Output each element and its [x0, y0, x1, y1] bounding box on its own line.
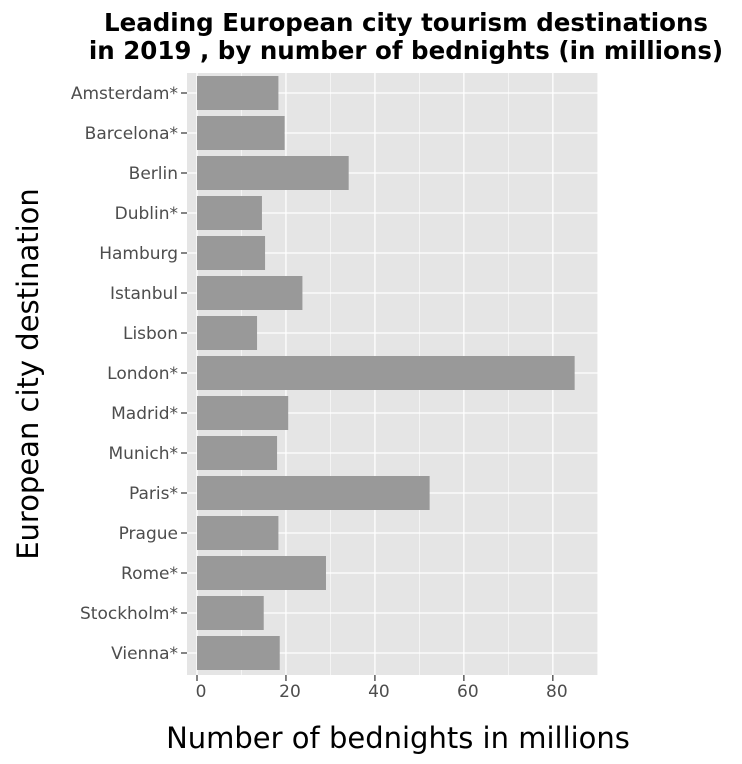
x-tick-label: 80	[546, 682, 568, 702]
y-tick-label: Munich*	[108, 444, 178, 464]
y-tick-label: Dublin*	[115, 204, 178, 224]
y-axis: Amsterdam* Barcelona* Berlin Dublin* Hamburg…	[71, 84, 187, 664]
y-tick-label: Stockholm*	[80, 604, 178, 624]
bar-dublin	[197, 196, 262, 230]
y-tick-label: Vienna*	[111, 644, 178, 664]
x-tick-label: 0	[196, 682, 207, 702]
bar-rome	[197, 556, 326, 590]
y-tick-label: Lisbon	[123, 324, 178, 344]
x-tick-label: 60	[457, 682, 479, 702]
x-tick-label: 40	[368, 682, 390, 702]
bar-berlin	[197, 156, 349, 190]
y-tick-label: Prague	[119, 524, 178, 544]
y-tick-label: Rome*	[121, 564, 178, 584]
bar-prague	[197, 516, 278, 550]
bar-lisbon	[197, 316, 257, 350]
y-tick-label: Paris*	[129, 484, 178, 504]
bar-hamburg	[197, 236, 265, 270]
x-axis: 0 20 40 60 80	[196, 675, 568, 702]
y-tick-label: Amsterdam*	[71, 84, 178, 104]
y-tick-label: Madrid*	[111, 404, 178, 424]
bar-amsterdam	[197, 76, 278, 110]
y-tick-label: London*	[107, 364, 178, 384]
y-tick-label: Istanbul	[110, 284, 178, 304]
y-tick-label: Barcelona*	[85, 124, 178, 144]
x-tick-label: 20	[279, 682, 301, 702]
y-axis-title: European city destination	[11, 188, 45, 560]
y-tick-label: Hamburg	[99, 244, 178, 264]
bar-london	[197, 356, 575, 390]
bar-madrid	[197, 396, 288, 430]
bar-istanbul	[197, 276, 302, 310]
y-tick-label: Berlin	[129, 164, 178, 184]
chart-title-line-1: Leading European city tourism destinatio…	[104, 8, 708, 37]
bar-paris	[197, 476, 430, 510]
bar-barcelona	[197, 116, 285, 150]
bar-munich	[197, 436, 277, 470]
bar-vienna	[197, 636, 280, 670]
bar-stockholm	[197, 596, 264, 630]
x-axis-title: Number of bednights in millions	[166, 721, 630, 755]
chart-title-line-2: in 2019 , by number of bednights (in mil…	[89, 36, 723, 65]
